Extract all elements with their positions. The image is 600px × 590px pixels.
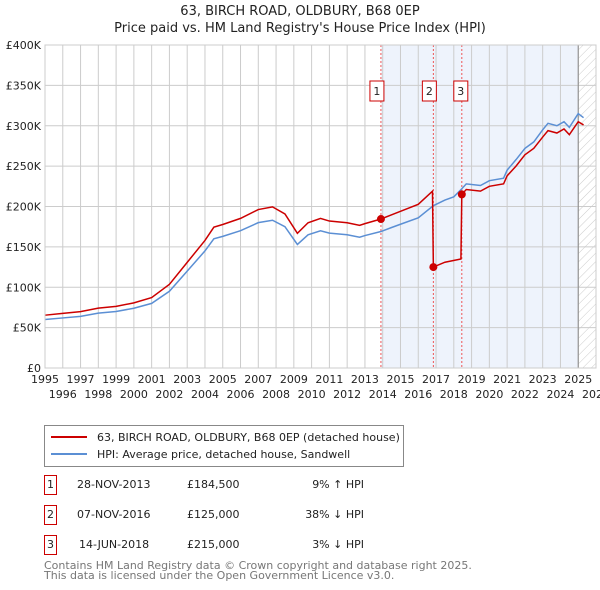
sale-point [429, 263, 438, 272]
y-tick-label: £300K [6, 120, 42, 133]
x-tick-label: 2015 [386, 373, 414, 386]
y-tick-label: £50K [13, 322, 42, 335]
sale-label-box [369, 80, 385, 102]
x-tick-label: 1997 [67, 373, 95, 386]
sale-label: 2 [426, 85, 433, 98]
transaction-hpi: 38% ↓ HPI [305, 508, 364, 521]
y-tick-label: £0 [27, 362, 41, 375]
transaction-row: 1 28-NOV-2013 £184,500 9% ↑ HPI [44, 475, 564, 495]
x-tick-label: 2024 [546, 388, 574, 401]
x-tick-label: 1996 [49, 388, 77, 401]
y-tick-label: £150K [6, 241, 42, 254]
x-tick-label: 2002 [155, 388, 183, 401]
legend-swatch-blue [51, 453, 87, 455]
transaction-row: 2 07-NOV-2016 £125,000 38% ↓ HPI [44, 505, 564, 525]
sale-label-box [421, 80, 437, 102]
transaction-marker: 2 [44, 505, 57, 525]
transaction-price: £125,000 [187, 508, 240, 521]
x-tick-label: 2008 [262, 388, 290, 401]
x-tick-label: 2019 [458, 373, 486, 386]
x-tick-label: 2018 [440, 388, 468, 401]
chart-title: 63, BIRCH ROAD, OLDBURY, B68 0EP [180, 4, 420, 19]
x-tick-label: 1998 [84, 388, 112, 401]
transaction-hpi: 9% ↑ HPI [312, 478, 364, 491]
legend-item-hpi: HPI: Average price, detached house, Sand… [51, 446, 350, 462]
x-tick-label: 2010 [298, 388, 326, 401]
y-tick-label: £250K [6, 160, 42, 173]
transaction-marker: 3 [44, 535, 57, 555]
x-tick-label: 2009 [280, 373, 308, 386]
x-tick-label: 2000 [120, 388, 148, 401]
transaction-date: 07-NOV-2016 [77, 508, 151, 521]
transaction-date: 14-JUN-2018 [79, 538, 150, 551]
footer: Contains HM Land Registry data © Crown c… [44, 559, 472, 582]
sale-label: 1 [373, 85, 380, 98]
x-tick-label: 2007 [244, 373, 272, 386]
x-tick-label: 2011 [315, 373, 343, 386]
sale-point [457, 190, 466, 199]
sale-label: 3 [457, 85, 464, 98]
sale-point [376, 215, 385, 224]
legend-swatch-red [51, 436, 87, 438]
x-tick-label: 2004 [191, 388, 219, 401]
x-tick-label: 2020 [475, 388, 503, 401]
plot-frame [44, 44, 597, 369]
price-chart: 1995 1996 1997 1998 1999 2000 2001 2002 2003 2004… [6, 39, 600, 401]
transaction-marker: 1 [44, 475, 57, 495]
y-tick-label: £100K [6, 281, 42, 294]
legend-label: HPI: Average price, detached house, Sand… [97, 447, 351, 461]
x-tick-label: 2006 [227, 388, 255, 401]
x-tick-label: 2012 [333, 388, 361, 401]
x-tick-label: 2013 [351, 373, 379, 386]
y-tick-label: £400K [6, 39, 42, 52]
transaction-hpi: 3% ↓ HPI [312, 538, 364, 551]
x-tick-label: 2014 [369, 388, 397, 401]
y-tick-label: £350K [6, 79, 42, 92]
x-tick-label: 2025 [564, 373, 592, 386]
legend-label: 63, BIRCH ROAD, OLDBURY, B68 0EP (detach… [97, 430, 400, 444]
x-tick-label: 2021 [493, 373, 521, 386]
footer-licence: This data is licensed under the Open Gov… [44, 569, 395, 582]
x-tick-label: 2005 [209, 373, 237, 386]
x-tick-label: 1995 [31, 373, 59, 386]
hpi-line [44, 112, 585, 321]
transaction-date: 28-NOV-2013 [77, 478, 151, 491]
footer-copyright: Contains HM Land Registry data © Crown c… [44, 559, 472, 572]
x-tick-label: 2016 [404, 388, 432, 401]
y-tick-label: £200K [6, 201, 42, 214]
transaction-row: 3 14-JUN-2018 £215,000 3% ↓ HPI [44, 535, 564, 555]
chart-subtitle: Price paid vs. HM Land Registry's House … [114, 21, 486, 36]
x-tick-label: 2023 [529, 373, 557, 386]
x-tick-label: 1999 [102, 373, 130, 386]
transaction-price: £184,500 [187, 478, 240, 491]
x-tick-label: 2003 [173, 373, 201, 386]
transaction-price: £215,000 [187, 538, 240, 551]
x-tick-label: 2017 [422, 373, 450, 386]
x-tick-label: 2022 [511, 388, 539, 401]
sale-label-box [453, 80, 469, 102]
x-tick-label: 2026 [582, 388, 600, 401]
legend: 63, BIRCH ROAD, OLDBURY, B68 0EP (detach… [44, 425, 404, 467]
legend-item-property: 63, BIRCH ROAD, OLDBURY, B68 0EP (detach… [51, 429, 400, 445]
x-tick-label: 2001 [138, 373, 166, 386]
